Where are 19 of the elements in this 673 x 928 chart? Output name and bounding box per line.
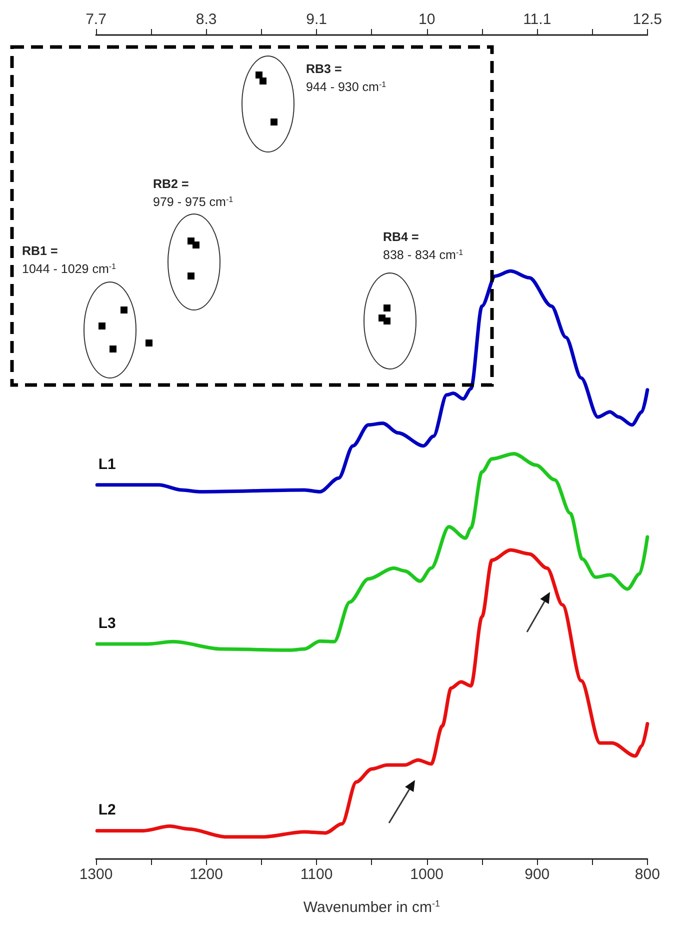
text: RB4 = 838 - 834 cm$^{-1}$: [383, 230, 464, 262]
series-label: L1: [98, 456, 116, 473]
annotation: RB1 = 1044 - 1029 cm$^{-1}$: [22, 244, 117, 276]
x-tick-label: 1300: [79, 866, 113, 883]
x-tick-label: 900: [524, 866, 550, 883]
series-label: L2: [98, 802, 116, 819]
text: 9.1: [306, 11, 327, 28]
x-tick-label: 800: [634, 866, 660, 883]
series-label: L3: [98, 614, 116, 632]
text: 8.3: [196, 11, 217, 28]
x-tick-label: 1000: [410, 866, 444, 883]
text: RB2 = 979 - 975 cm$^{-1}$: [153, 177, 234, 209]
x-tick-label: 1200: [190, 866, 223, 883]
x-tick-label: 1100: [300, 866, 333, 883]
text: 11.1: [523, 11, 552, 28]
text: 7.7: [86, 11, 106, 28]
text: 12.5: [632, 11, 662, 28]
text: RB3 = 944 - 930 cm$^{-1}$: [306, 62, 387, 94]
text: 10: [418, 11, 436, 28]
